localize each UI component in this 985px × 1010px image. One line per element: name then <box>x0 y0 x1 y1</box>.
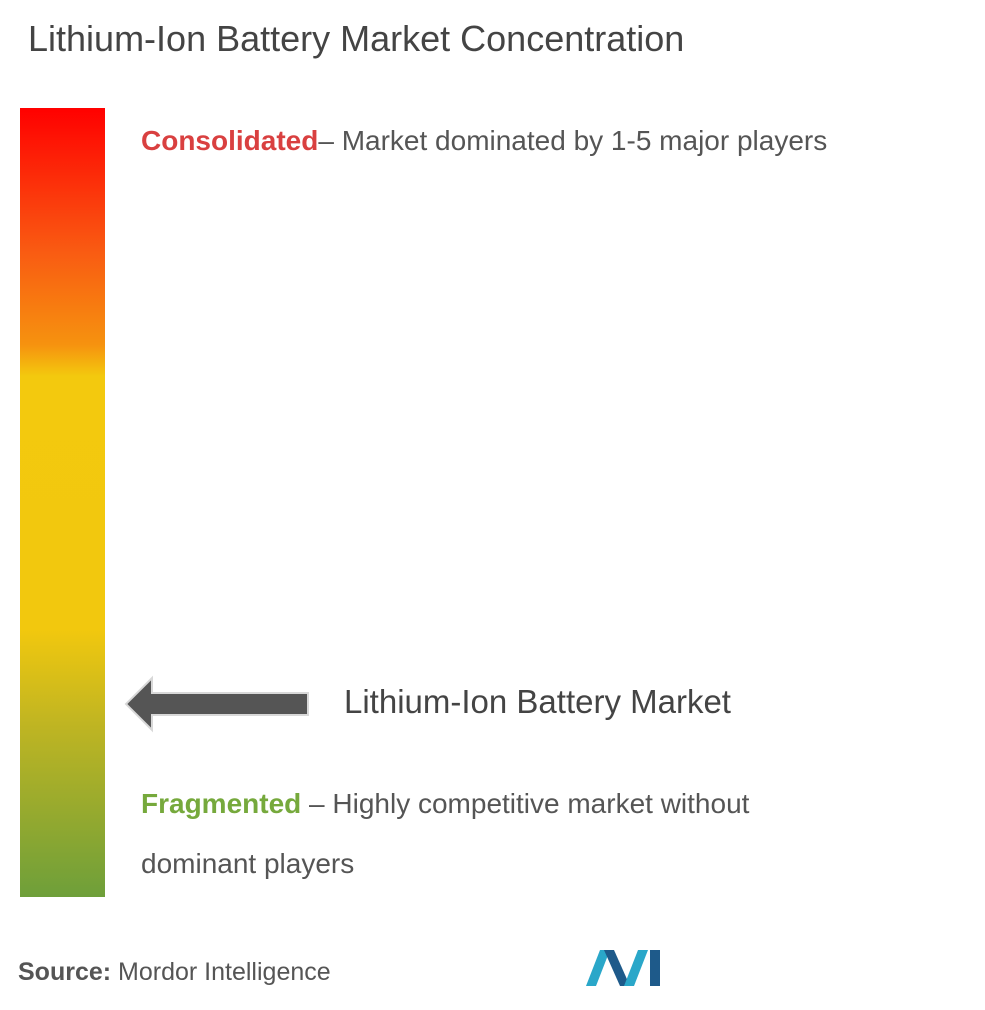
source: Source: Mordor Intelligence <box>18 958 331 987</box>
consolidated-note: Consolidated– Market dominated by 1-5 ma… <box>141 111 841 171</box>
logo-part <box>650 950 660 986</box>
logo-part <box>586 950 610 986</box>
source-label: Source: <box>18 958 112 986</box>
marker-label: Lithium-Ion Battery Market <box>344 683 731 720</box>
arrow-shape <box>124 675 309 733</box>
logo-part <box>604 950 630 986</box>
logo-part <box>624 950 648 986</box>
concentration-scale <box>20 108 105 897</box>
fragmented-label: Fragmented <box>141 788 302 819</box>
fragmented-description: – Highly competitive market without domi… <box>141 788 750 879</box>
source-text: Mordor Intelligence <box>118 958 331 986</box>
title: Lithium-Ion Battery Market Concentration <box>28 18 685 59</box>
fragmented-note: Fragmented – Highly competitive market w… <box>141 774 841 894</box>
marker-arrow <box>124 675 309 733</box>
consolidated-label: Consolidated <box>141 125 319 156</box>
consolidated-description: – Market dominated by 1-5 major players <box>318 125 828 156</box>
logo <box>586 950 660 986</box>
